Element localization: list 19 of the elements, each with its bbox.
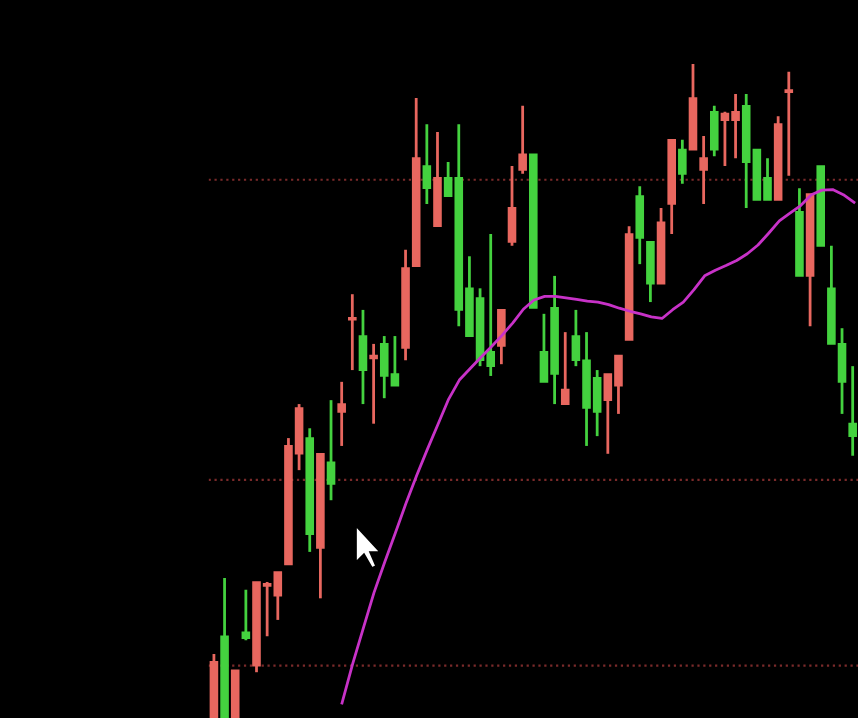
- candlestick: [646, 240, 655, 304]
- candlestick: [518, 104, 527, 176]
- candlestick: [699, 134, 708, 206]
- candlestick: [230, 669, 240, 718]
- candlestick: [709, 104, 719, 158]
- candlestick: [507, 164, 517, 248]
- candlestick: [784, 70, 794, 178]
- candlestick: [678, 138, 687, 186]
- candlestick: [560, 330, 570, 406]
- candlestick: [337, 380, 346, 448]
- candlestick: [326, 398, 336, 502]
- candlestick: [369, 342, 378, 426]
- candlestick: [348, 292, 357, 372]
- candlestick: [358, 308, 368, 406]
- candlestick: [635, 184, 645, 266]
- candlestick: [497, 308, 506, 366]
- candlestick: [422, 122, 432, 206]
- candlestick: [848, 364, 857, 458]
- candlestick: [241, 588, 251, 642]
